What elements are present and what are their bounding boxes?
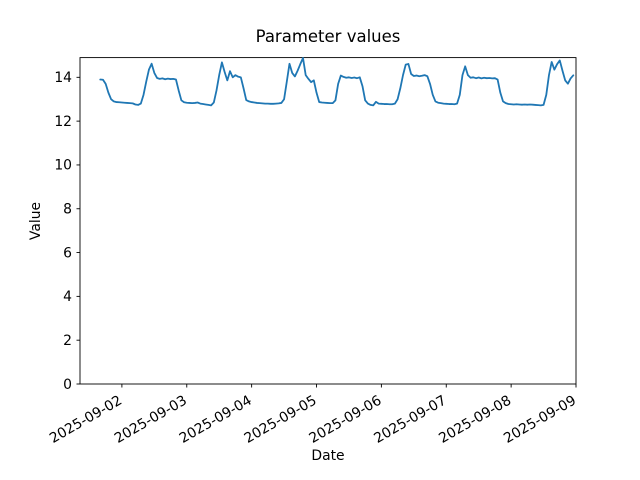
tick-marks: [76, 76, 577, 388]
y-tick-label: 2: [63, 333, 72, 349]
x-tick-label: 2025-09-06: [306, 393, 384, 447]
x-tick-label: 2025-09-08: [436, 393, 514, 447]
data-line: [99, 57, 575, 107]
x-tick-label: 2025-09-05: [242, 393, 320, 447]
y-tick-label: 4: [63, 289, 72, 305]
y-tick-label: 12: [54, 114, 72, 130]
y-tick-label: 6: [63, 245, 72, 261]
x-tick-label: 2025-09-03: [112, 393, 190, 447]
y-tick-label: 10: [54, 158, 72, 174]
axes-frame: [79, 57, 577, 385]
y-tick-label: 8: [63, 202, 72, 218]
x-tick-label: 2025-09-07: [371, 393, 449, 447]
y-axis-label: Value: [28, 201, 44, 241]
y-tick-label: 0: [63, 377, 72, 393]
x-axis-label: Date: [311, 448, 345, 464]
x-tick-label: 2025-09-09: [501, 393, 579, 447]
tick-labels: 024681012142025-09-022025-09-032025-09-0…: [47, 70, 579, 447]
x-tick-label: 2025-09-04: [177, 393, 255, 447]
x-tick-label: 2025-09-02: [47, 393, 125, 447]
chart-title: Parameter values: [255, 27, 401, 46]
y-tick-label: 14: [54, 70, 72, 86]
